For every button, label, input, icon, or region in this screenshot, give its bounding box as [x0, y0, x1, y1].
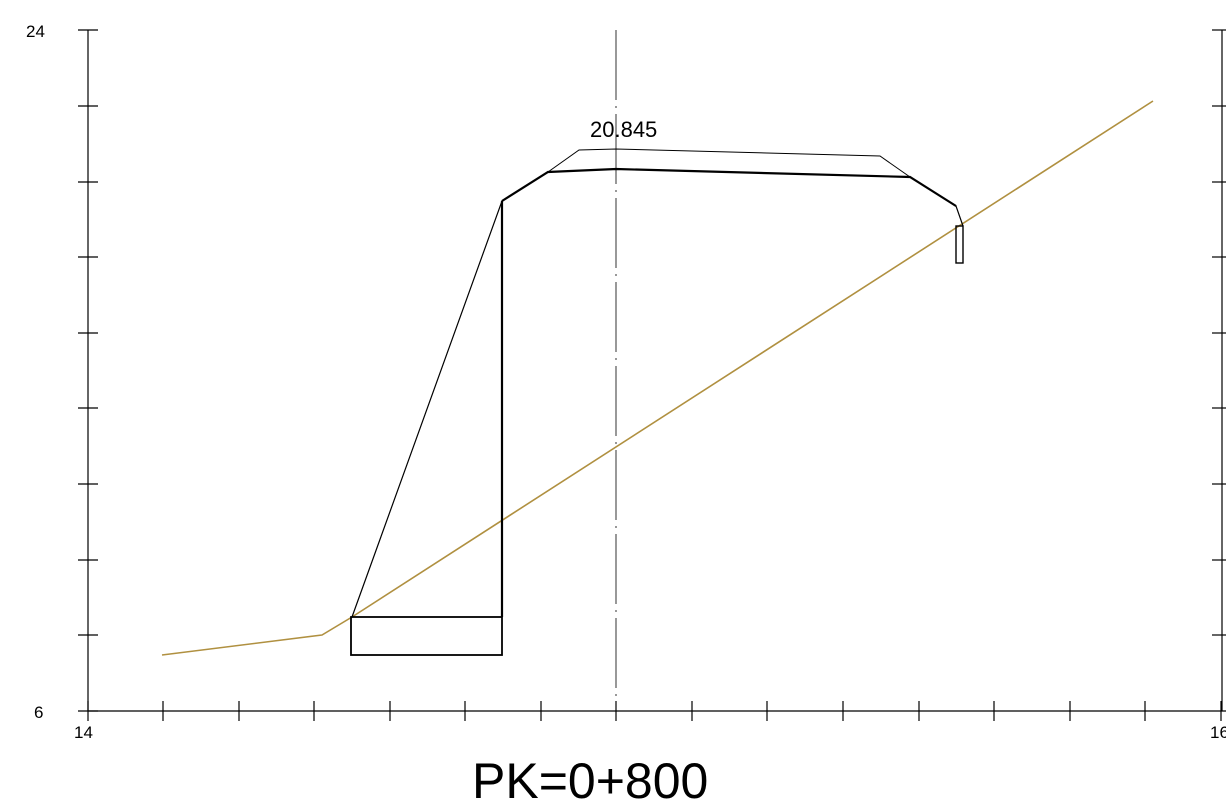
- terrain-line: [161, 100, 1154, 656]
- embankment-outline: [351, 168, 964, 618]
- bottom-axis-ticks: [87, 701, 1222, 721]
- road-surface: [501, 167, 957, 207]
- x-axis-min-label: 14: [74, 723, 93, 742]
- x-axis-max-label: 16: [1210, 723, 1226, 742]
- drain-element: [955, 225, 964, 264]
- right-axis-ticks: [1212, 29, 1226, 636]
- y-axis-max-label: 24: [26, 22, 45, 41]
- wall-footing: [350, 616, 503, 656]
- y-axis-min-label: 6: [34, 703, 43, 722]
- elevation-label: 20.845: [590, 117, 657, 142]
- pavement-top: [547, 148, 911, 178]
- axes: [78, 29, 1226, 721]
- section-title: PK=0+800: [472, 753, 708, 809]
